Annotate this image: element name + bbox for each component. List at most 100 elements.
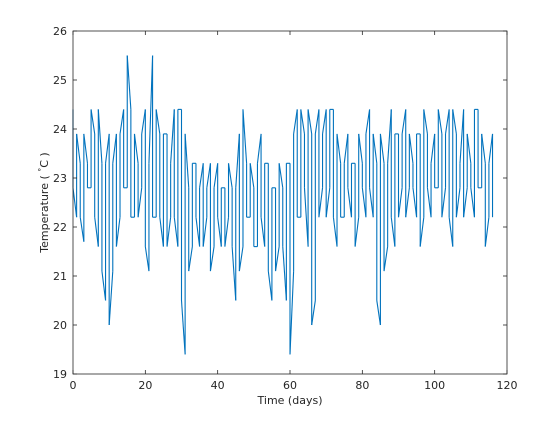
series-0-connector [383, 246, 389, 272]
series-0-connector [387, 109, 392, 164]
series-0-connector [455, 187, 461, 218]
series-0-connector [426, 187, 432, 218]
series-layer [72, 55, 494, 355]
series-0-connector [282, 246, 287, 301]
series-0-connector [141, 109, 146, 134]
series-0-connector [170, 109, 175, 164]
series-0-connector [126, 55, 132, 110]
series-0-connector [188, 246, 193, 272]
series-0-connector [274, 246, 280, 272]
series-0-connector [238, 246, 244, 272]
series-0-connector [83, 133, 89, 164]
y-tick-label: 20 [53, 319, 67, 332]
series-0-connector [180, 300, 186, 355]
series-0-connector [256, 133, 262, 164]
series-0-connector [419, 217, 425, 247]
series-0-connector [289, 271, 295, 355]
series-0-connector [401, 109, 407, 134]
y-tick-label: 23 [53, 172, 67, 185]
series-0-connector [148, 55, 154, 164]
series-0-connector [101, 271, 107, 301]
series-0-connector [184, 133, 190, 188]
series-0-connector [72, 187, 78, 218]
series-0-connector [463, 187, 468, 218]
series-0-connector [94, 217, 99, 247]
series-0-connector [361, 187, 367, 218]
axes-layer [72, 30, 508, 375]
series-0-connector [260, 217, 266, 247]
series-0-connector [199, 163, 204, 188]
series-0-connector [365, 109, 371, 134]
series-0-connector [408, 133, 414, 164]
series-0-connector [133, 133, 139, 164]
series-0-connector [144, 246, 150, 272]
series-0-connector [307, 109, 313, 134]
series-0-connector [79, 217, 85, 242]
series-0-connector [423, 109, 428, 134]
series-0-connector [195, 217, 201, 247]
series-0-connector [267, 271, 273, 301]
series-0-connector [235, 133, 240, 188]
series-0-connector [97, 109, 103, 164]
series-0-connector [105, 133, 110, 164]
x-tick-label: 100 [424, 379, 445, 392]
series-0-connector [314, 109, 320, 134]
x-tick-label: 120 [497, 379, 518, 392]
series-0-connector [278, 163, 284, 188]
series-0-connector [459, 109, 465, 164]
y-axis-label-suffix: C ) [38, 152, 51, 167]
series-0-connector [412, 187, 418, 218]
series-0-connector [336, 133, 342, 164]
series-0-connector [119, 109, 125, 134]
y-axis-label: Temperature ( °C ) [37, 152, 51, 253]
series-0-connector [224, 217, 230, 247]
series-0-connector [448, 217, 454, 247]
series-0-connector [249, 163, 255, 188]
series-0-connector [303, 187, 309, 247]
series-0-connector [452, 109, 457, 134]
series-0-connector [90, 109, 96, 134]
x-tick-label: 80 [355, 379, 369, 392]
series-0-connector [441, 187, 447, 218]
series-0-connector [115, 217, 121, 247]
series-0-connector [466, 133, 472, 164]
series-0-connector [202, 217, 208, 247]
series-0-connector [322, 109, 327, 134]
series-0-connector [108, 271, 114, 326]
series-0-connector [213, 163, 219, 188]
x-tick-label: 0 [70, 379, 77, 392]
series-0-connector [376, 300, 381, 326]
series-0-connector [430, 133, 436, 164]
series-0-connector [166, 217, 172, 247]
series-0-connector [405, 187, 410, 218]
series-0-connector [206, 163, 211, 188]
y-tick-label: 24 [53, 123, 67, 136]
series-0-connector [227, 163, 233, 188]
series-0-connector [137, 187, 143, 218]
series-0-connector [112, 133, 117, 164]
series-0-connector [318, 187, 324, 218]
series-0-connector [372, 133, 378, 164]
series-0-connector [76, 133, 81, 164]
series-0-connector [488, 133, 494, 164]
series-0-connector [173, 217, 179, 247]
y-axis-label-degree: ° [37, 168, 46, 172]
series-0-connector [358, 133, 363, 164]
series-0-connector [379, 133, 385, 164]
y-tick-label: 19 [53, 368, 67, 381]
series-0-connector [242, 109, 248, 164]
y-tick-label: 25 [53, 74, 67, 87]
series-0-connector [347, 187, 353, 218]
series-0-connector [481, 133, 486, 164]
series-0-connector [159, 217, 164, 247]
x-axis-label: Time (days) [257, 394, 323, 407]
series-0-connector [343, 133, 349, 164]
series-0-connector [293, 109, 298, 134]
series-0-connector [217, 217, 222, 247]
series-0-connector [470, 187, 475, 218]
series-0-connector [444, 109, 450, 134]
series-0-connector [437, 109, 443, 134]
y-axis-label-prefix: Temperature ( [38, 172, 51, 254]
